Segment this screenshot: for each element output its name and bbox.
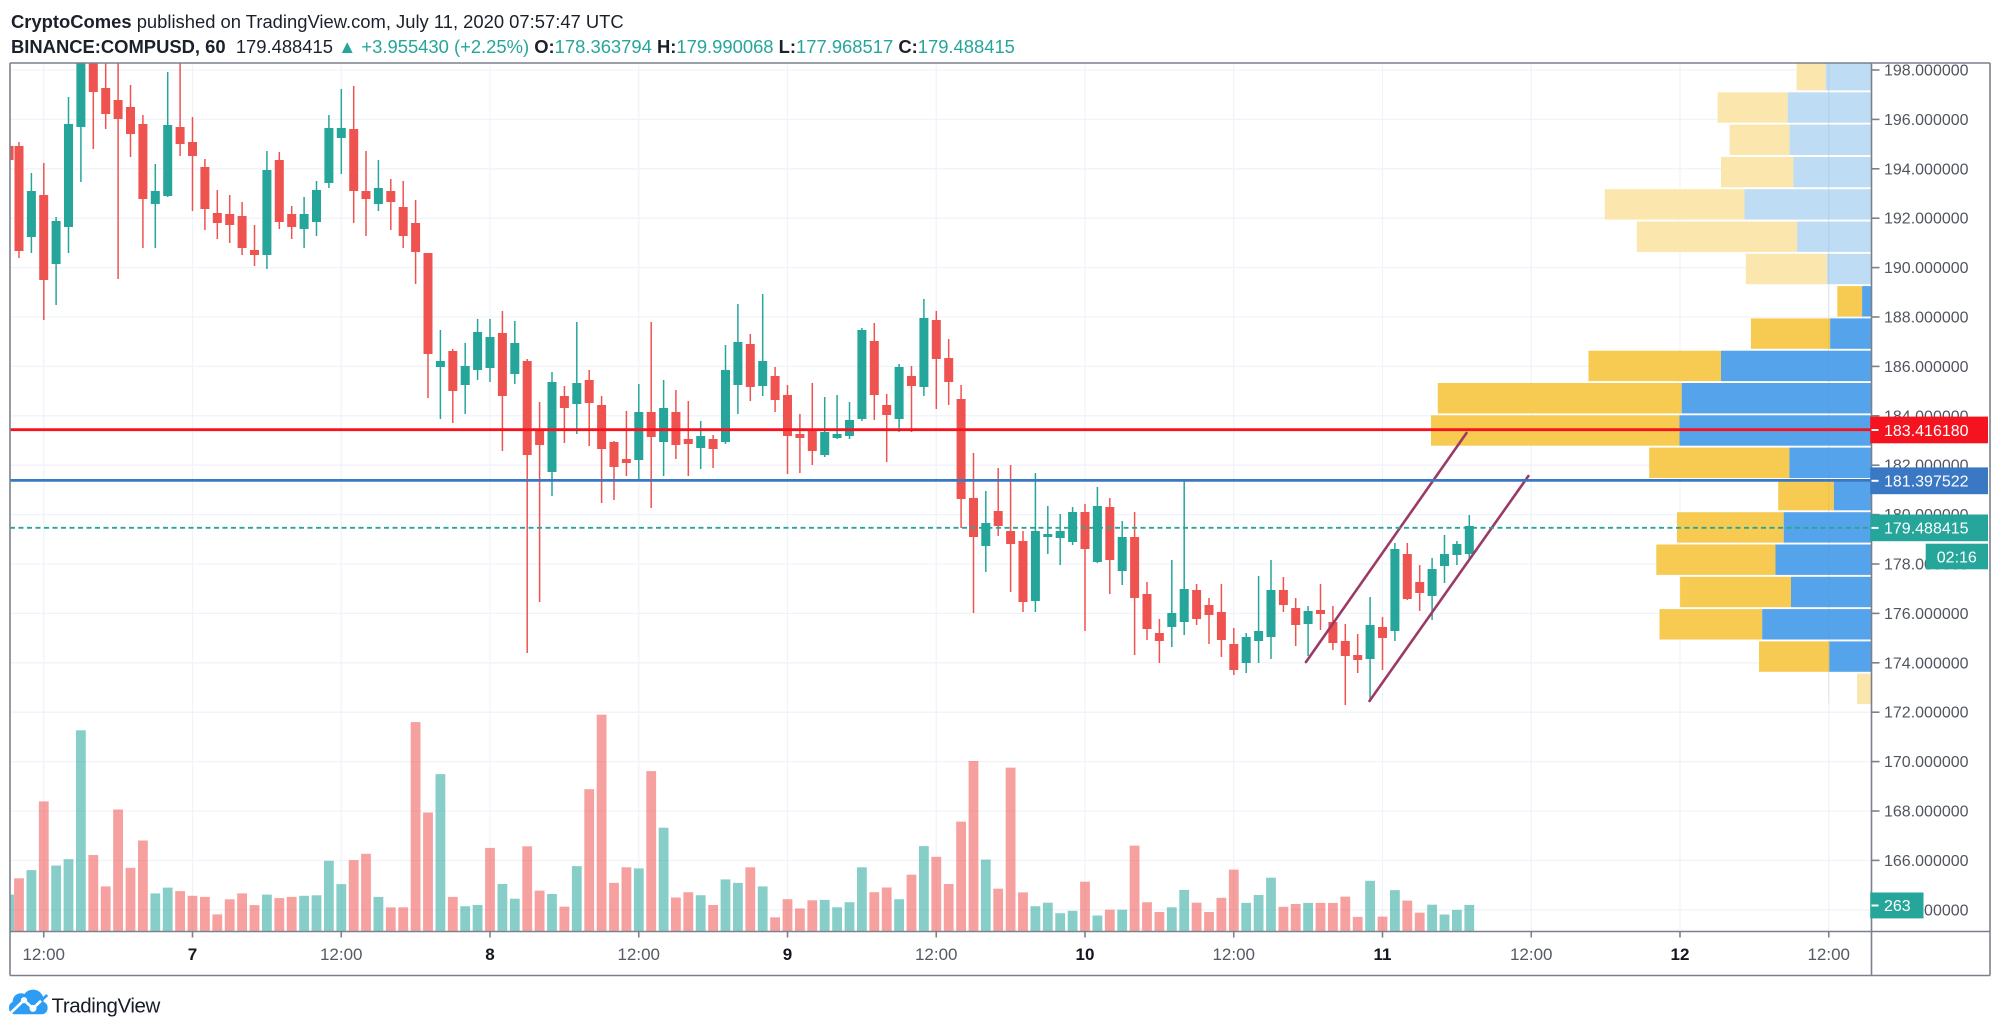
svg-text:172.000000: 172.000000 <box>1884 705 1969 722</box>
svg-text:12:00: 12:00 <box>320 945 363 964</box>
svg-text:194.000000: 194.000000 <box>1884 161 1969 178</box>
svg-text:174.000000: 174.000000 <box>1884 655 1969 672</box>
svg-text:12: 12 <box>1671 945 1690 964</box>
svg-text:192.000000: 192.000000 <box>1884 211 1969 228</box>
svg-text:12:00: 12:00 <box>22 945 65 964</box>
svg-text:181.397522: 181.397522 <box>1884 474 1969 491</box>
svg-text:8: 8 <box>485 945 494 964</box>
svg-text:168.000000: 168.000000 <box>1884 804 1969 821</box>
svg-text:10: 10 <box>1076 945 1095 964</box>
svg-text:12:00: 12:00 <box>1510 945 1553 964</box>
svg-text:12:00: 12:00 <box>617 945 660 964</box>
svg-text:TradingView: TradingView <box>52 995 161 1018</box>
svg-text:183.416180: 183.416180 <box>1884 423 1969 440</box>
svg-text:170.000000: 170.000000 <box>1884 754 1969 771</box>
svg-text:176.000000: 176.000000 <box>1884 606 1969 623</box>
svg-text:263: 263 <box>1884 898 1911 915</box>
svg-text:9: 9 <box>783 945 792 964</box>
svg-text:12:00: 12:00 <box>1212 945 1255 964</box>
svg-text:7: 7 <box>188 945 197 964</box>
svg-text:188.000000: 188.000000 <box>1884 310 1969 327</box>
svg-text:11: 11 <box>1374 945 1392 964</box>
svg-text:186.000000: 186.000000 <box>1884 359 1969 376</box>
svg-text:196.000000: 196.000000 <box>1884 112 1969 129</box>
svg-text:198.000000: 198.000000 <box>1884 63 1969 80</box>
svg-text:190.000000: 190.000000 <box>1884 260 1969 277</box>
svg-text:12:00: 12:00 <box>915 945 958 964</box>
svg-text:166.000000: 166.000000 <box>1884 853 1969 870</box>
svg-text:12:00: 12:00 <box>1807 945 1850 964</box>
svg-text:02:16: 02:16 <box>1937 550 1977 567</box>
svg-text:179.488415: 179.488415 <box>1884 521 1969 538</box>
